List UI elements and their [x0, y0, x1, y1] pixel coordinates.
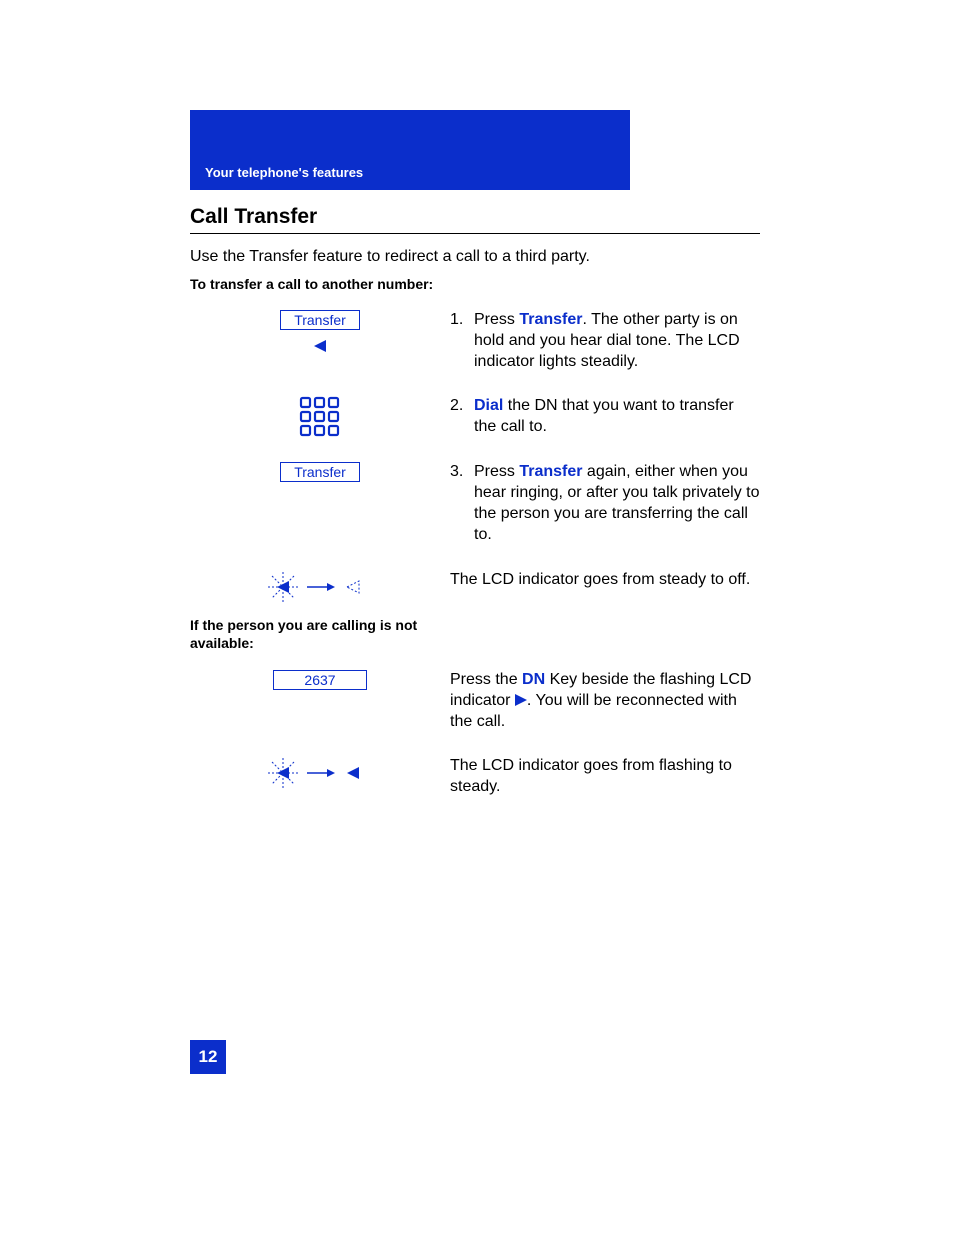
document-page: Your telephone's features Call Transfer … [0, 0, 954, 1235]
dn-row: 2637 Press the DN Key beside the flashin… [190, 670, 760, 732]
step-icon-col [190, 396, 450, 438]
intro-text: Use the Transfer feature to redirect a c… [190, 248, 760, 266]
lcd-flash-to-steady-icon [265, 756, 375, 790]
subhead-row: If the person you are calling is not ava… [190, 616, 760, 652]
step-keyword: Transfer [519, 463, 582, 480]
step-body: Dial the DN that you want to transfer th… [474, 396, 760, 438]
step-icon-col: Transfer [190, 462, 450, 482]
keypad-icon [299, 396, 341, 438]
step-icon-col: Transfer [190, 310, 450, 352]
step-text-post: the DN that you want to transfer the cal… [474, 397, 734, 435]
step-keyword: Dial [474, 397, 503, 414]
transfer-key: Transfer [280, 310, 360, 330]
subhead-not-available-l1: If the person you are calling is not [190, 617, 417, 633]
subhead-transfer: To transfer a call to another number: [190, 276, 760, 292]
content-area: Call Transfer Use the Transfer feature t… [190, 205, 760, 822]
lcd-steady-icon [314, 340, 326, 352]
step-row: 2. Dial the DN that you want to transfer… [190, 396, 760, 438]
lcd-row: The LCD indicator goes from steady to of… [190, 570, 760, 604]
step-text-col: 2. Dial the DN that you want to transfer… [450, 396, 760, 438]
step-text-pre: Press [474, 463, 519, 480]
lcd-icon-col [190, 570, 450, 604]
lcd-steady-to-off-icon [265, 570, 375, 604]
lcd-icon-col [190, 756, 450, 790]
lcd-text: The LCD indicator goes from steady to of… [450, 570, 760, 591]
play-icon [515, 694, 527, 706]
step-text-col: 1. Press Transfer. The other party is on… [450, 310, 760, 372]
step-text-pre: Press [474, 311, 519, 328]
page-title: Call Transfer [190, 205, 760, 229]
step-body: Press Transfer. The other party is on ho… [474, 310, 760, 372]
transfer-key: Transfer [280, 462, 360, 482]
step-text-col: 3. Press Transfer again, either when you… [450, 462, 760, 545]
title-rule [190, 233, 760, 234]
step-number: 1. [450, 310, 474, 372]
dn-text: Press the DN Key beside the flashing LCD… [450, 670, 760, 732]
subhead-not-available-l2: available: [190, 635, 254, 651]
step-number: 3. [450, 462, 474, 545]
lcd-text: The LCD indicator goes from flashing to … [450, 756, 760, 798]
step-keyword: Transfer [519, 311, 582, 328]
subhead-col: If the person you are calling is not ava… [190, 616, 450, 652]
dn-text-pre: Press the [450, 671, 522, 688]
header-section-label: Your telephone's features [205, 165, 363, 180]
dn-keyword: DN [522, 671, 545, 688]
dn-key: 2637 [273, 670, 367, 690]
step-row: Transfer 3. Press Transfer again, either… [190, 462, 760, 545]
page-number: 12 [190, 1040, 226, 1074]
step-row: Transfer 1. Press Transfer. The other pa… [190, 310, 760, 372]
lcd-row: The LCD indicator goes from flashing to … [190, 756, 760, 798]
step-number: 2. [450, 396, 474, 438]
step-body: Press Transfer again, either when you he… [474, 462, 760, 545]
dn-icon-col: 2637 [190, 670, 450, 690]
